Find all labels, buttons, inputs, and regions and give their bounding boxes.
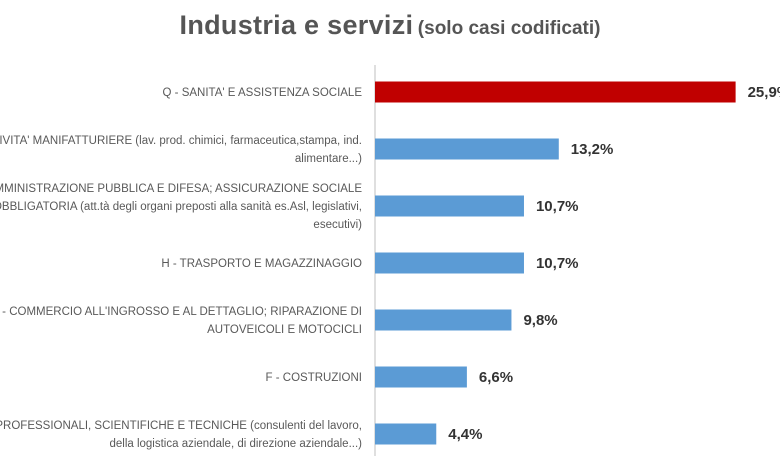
bar: [375, 81, 736, 103]
value-label: 6,6%: [479, 369, 513, 386]
value-label: 25,9%: [748, 84, 780, 101]
bar: [375, 366, 467, 388]
bar: [375, 309, 512, 331]
chart-subtitle: (solo casi codificati): [417, 18, 601, 39]
bar: [375, 252, 524, 274]
category-label: M - ATTIVITÀ PROFESSIONALI, SCIENTIFICHE…: [0, 419, 362, 450]
chart-title-main: Industria e servizi: [179, 10, 414, 40]
value-label: 10,7%: [536, 198, 579, 215]
value-label: 4,4%: [448, 426, 482, 443]
bar: [375, 138, 559, 160]
category-label: C - ATTIVITA' MANIFATTURIERE (lav. prod.…: [0, 135, 362, 165]
category-label: F - COSTRUZIONI: [266, 372, 362, 384]
category-label: O - AMMINISTRAZIONE PUBBLICA E DIFESA; A…: [0, 183, 362, 231]
bar: [375, 423, 437, 445]
chart-title: Industria e servizi (solo casi codificat…: [0, 10, 780, 41]
value-label: 9,8%: [523, 312, 557, 329]
value-label: 13,2%: [571, 141, 614, 158]
category-label: G - COMMERCIO ALL'INGROSSO E AL DETTAGLI…: [0, 306, 362, 336]
value-label: 10,7%: [536, 255, 579, 272]
category-label: H - TRASPORTO E MAGAZZINAGGIO: [161, 258, 362, 270]
bar: [375, 195, 524, 217]
category-label: Q - SANITA' E ASSISTENZA SOCIALE: [163, 87, 363, 99]
